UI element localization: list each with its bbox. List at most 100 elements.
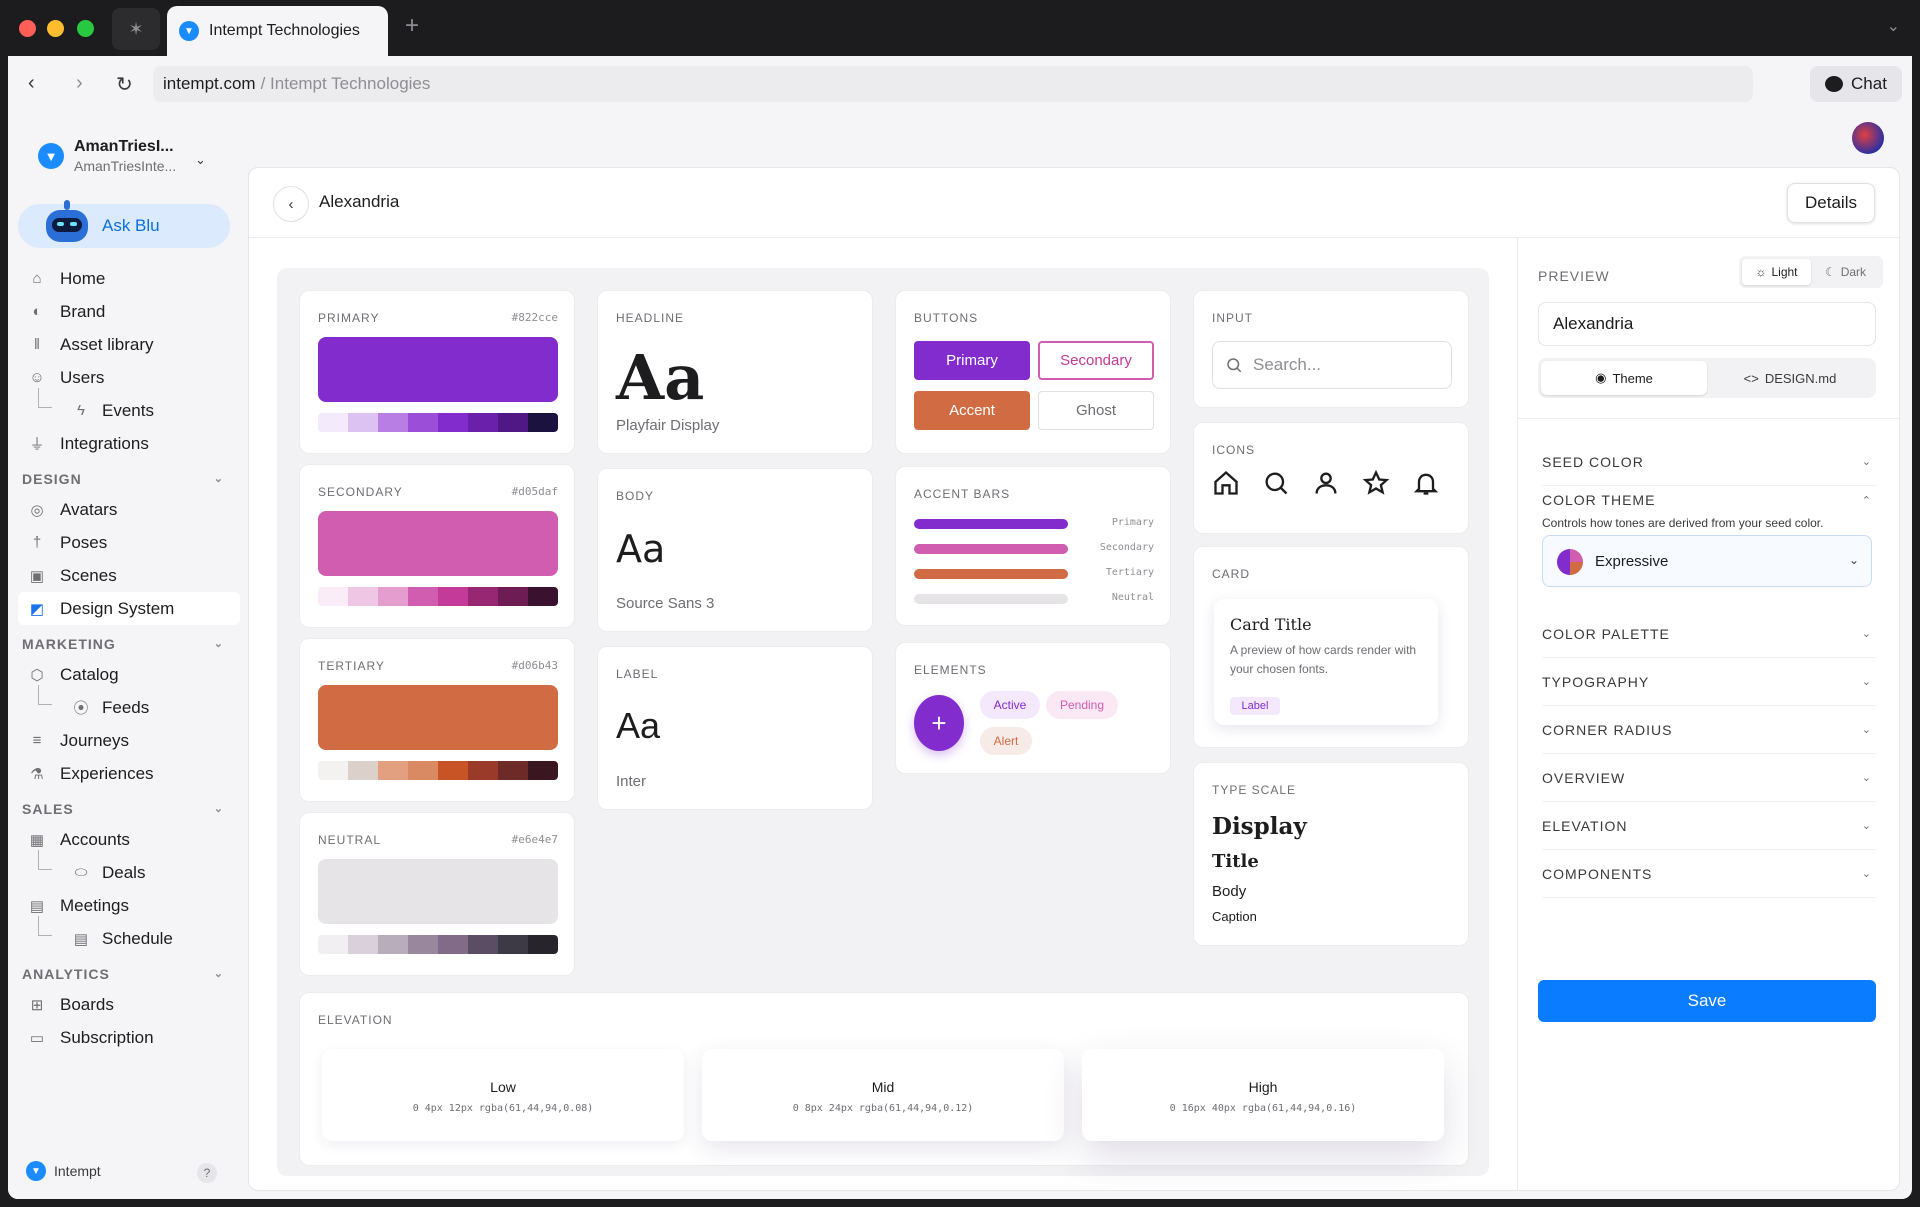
theme-name-input[interactable]: Alexandria	[1538, 302, 1876, 346]
back-icon[interactable]: ‹	[28, 72, 35, 94]
tone-step[interactable]	[498, 587, 528, 606]
tone-step[interactable]	[318, 935, 348, 954]
tone-step[interactable]	[498, 413, 528, 432]
tone-step[interactable]	[468, 413, 498, 432]
tone-step[interactable]	[408, 413, 438, 432]
tone-step[interactable]	[348, 587, 378, 606]
sidebar-item-feeds[interactable]: ⦿ Feeds	[18, 685, 240, 724]
sidebar-item-experiences[interactable]: ⚗ Experiences	[18, 757, 240, 790]
color-theme-select[interactable]: Expressive ⌄	[1542, 535, 1872, 587]
sample-card[interactable]: Card Title A preview of how cards render…	[1214, 599, 1438, 725]
color-swatch[interactable]	[318, 685, 558, 750]
sidebar-item-scenes[interactable]: ▣ Scenes	[18, 559, 240, 592]
tone-step[interactable]	[378, 413, 408, 432]
sidebar-item-deals[interactable]: ⬭ Deals	[18, 850, 240, 889]
tone-step[interactable]	[378, 587, 408, 606]
tone-step[interactable]	[528, 413, 558, 432]
pin-tab-icon[interactable]: ✶	[112, 8, 160, 50]
sidebar-item-events[interactable]: ϟ Events	[18, 388, 240, 427]
color-swatch[interactable]	[318, 511, 558, 576]
section-analytics[interactable]: ANALYTICS ⌄	[18, 955, 240, 988]
tone-step[interactable]	[378, 761, 408, 780]
tone-step[interactable]	[318, 587, 348, 606]
tone-step[interactable]	[378, 935, 408, 954]
save-button[interactable]: Save	[1538, 980, 1876, 1022]
tone-step[interactable]	[408, 761, 438, 780]
tab-theme[interactable]: ◉ Theme	[1541, 361, 1707, 395]
reload-icon[interactable]: ↻	[116, 74, 133, 96]
org-chevron-down-icon[interactable]: ⌄	[195, 152, 206, 167]
sidebar-item-accounts[interactable]: ▦ Accounts	[18, 823, 240, 856]
sidebar-item-journeys[interactable]: ≡ Journeys	[18, 724, 240, 757]
new-tab-button[interactable]: +	[405, 12, 420, 39]
tone-step[interactable]	[498, 761, 528, 780]
tone-step[interactable]	[528, 761, 558, 780]
org-switcher[interactable]: ▼ AmanTriesI... AmanTriesInte...	[38, 138, 176, 174]
minimize-window-button[interactable]	[47, 20, 64, 37]
back-button[interactable]: ‹	[273, 186, 309, 222]
tone-step[interactable]	[528, 935, 558, 954]
color-swatch[interactable]	[318, 337, 558, 402]
secondary-button[interactable]: Secondary	[1038, 341, 1154, 380]
tone-step[interactable]	[468, 935, 498, 954]
maximize-window-button[interactable]	[77, 20, 94, 37]
sidebar-item-catalog[interactable]: ⬡ Catalog	[18, 658, 240, 691]
tone-step[interactable]	[438, 413, 468, 432]
sidebar-item-schedule[interactable]: ▤ Schedule	[18, 916, 240, 955]
ask-blu-button[interactable]: Ask Blu	[18, 200, 230, 248]
tone-step[interactable]	[408, 935, 438, 954]
accordion-elevation[interactable]: ELEVATION ⌄	[1542, 802, 1876, 850]
tone-step[interactable]	[438, 761, 468, 780]
accordion-color-palette[interactable]: COLOR PALETTE ⌄	[1542, 610, 1876, 658]
close-window-button[interactable]	[19, 20, 36, 37]
sidebar-item-asset-library[interactable]: ‖ Asset library	[18, 328, 240, 361]
sidebar-item-users[interactable]: ☺ Users	[18, 361, 240, 394]
address-bar[interactable]: intempt.com / Intempt Technologies	[153, 66, 1753, 102]
tab-design-md[interactable]: <> DESIGN.md	[1707, 361, 1873, 395]
fab-plus-button[interactable]: +	[914, 695, 964, 751]
color-swatch[interactable]	[318, 859, 558, 924]
sidebar-item-poses[interactable]: † Poses	[18, 526, 240, 559]
accordion-seed-color[interactable]: SEED COLOR ⌄	[1542, 438, 1876, 486]
tone-step[interactable]	[348, 761, 378, 780]
browser-tab[interactable]: ▼ Intempt Technologies	[167, 6, 388, 56]
accordion-corner-radius[interactable]: CORNER RADIUS ⌄	[1542, 706, 1876, 754]
tone-step[interactable]	[348, 413, 378, 432]
tone-step[interactable]	[468, 761, 498, 780]
sidebar-item-brand[interactable]: ◐ Brand	[18, 295, 240, 328]
sidebar-item-avatars[interactable]: ◎ Avatars	[18, 493, 240, 526]
dark-mode-button[interactable]: ☾ Dark	[1811, 259, 1880, 285]
details-button[interactable]: Details	[1787, 183, 1875, 223]
sidebar-item-subscription[interactable]: ▭ Subscription	[18, 1021, 240, 1054]
tone-step[interactable]	[528, 587, 558, 606]
tone-step[interactable]	[498, 935, 528, 954]
accordion-components[interactable]: COMPONENTS ⌄	[1542, 850, 1876, 898]
tone-step[interactable]	[318, 413, 348, 432]
tone-step[interactable]	[438, 935, 468, 954]
forward-icon[interactable]: ›	[76, 72, 83, 94]
help-button[interactable]: ?	[197, 1163, 217, 1183]
sidebar-item-design-system[interactable]: ◩ Design System	[18, 592, 240, 625]
tone-step[interactable]	[348, 935, 378, 954]
accordion-typography[interactable]: TYPOGRAPHY ⌄	[1542, 658, 1876, 706]
section-design[interactable]: DESIGN ⌄	[18, 460, 240, 493]
sidebar-item-home[interactable]: ⌂ Home	[18, 262, 240, 295]
primary-button[interactable]: Primary	[914, 341, 1030, 380]
accordion-color-theme[interactable]: COLOR THEME ⌃	[1542, 476, 1876, 524]
ghost-button[interactable]: Ghost	[1038, 391, 1154, 430]
sidebar-item-boards[interactable]: ⊞ Boards	[18, 988, 240, 1021]
tab-list-chevron-icon[interactable]: ⌄	[1886, 18, 1900, 35]
tone-step[interactable]	[468, 587, 498, 606]
search-input[interactable]: Search...	[1212, 341, 1452, 389]
accordion-overview[interactable]: OVERVIEW ⌄	[1542, 754, 1876, 802]
chat-button[interactable]: Chat	[1810, 66, 1902, 102]
sidebar-item-meetings[interactable]: ▤ Meetings	[18, 889, 240, 922]
tone-step[interactable]	[408, 587, 438, 606]
accent-button[interactable]: Accent	[914, 391, 1030, 430]
section-sales[interactable]: SALES ⌄	[18, 790, 240, 823]
sidebar-item-integrations[interactable]: ⏚ Integrations	[18, 427, 240, 460]
section-marketing[interactable]: MARKETING ⌄	[18, 625, 240, 658]
tone-step[interactable]	[438, 587, 468, 606]
sidebar-footer[interactable]: ▼ Intempt	[26, 1161, 101, 1181]
avatar[interactable]	[1852, 122, 1884, 154]
